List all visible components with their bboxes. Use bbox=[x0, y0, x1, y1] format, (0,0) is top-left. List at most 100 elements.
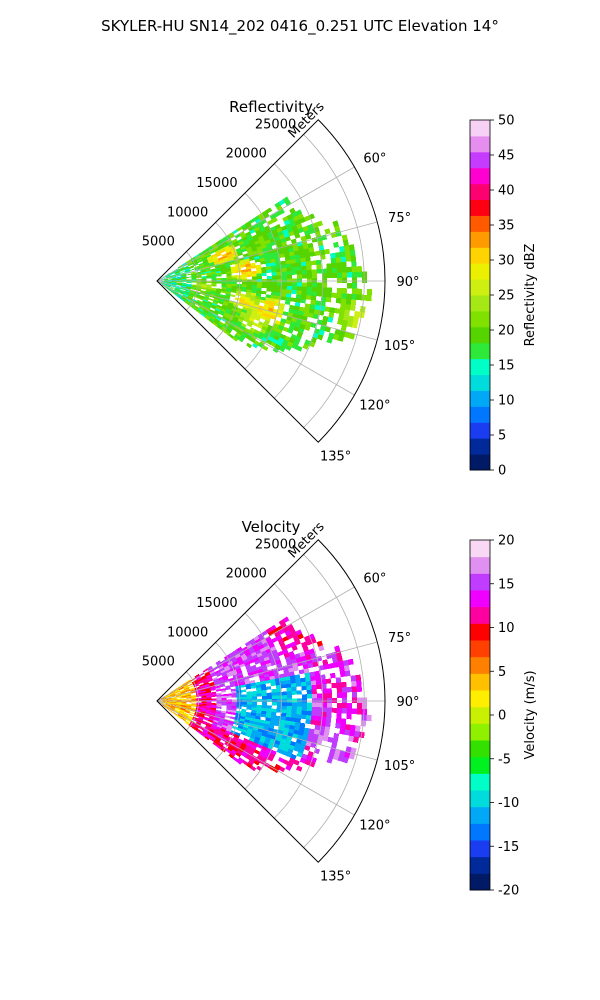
echo-cell bbox=[190, 301, 196, 306]
echo-cell bbox=[265, 316, 271, 322]
echo-cell bbox=[188, 724, 194, 729]
echo-cell bbox=[291, 289, 297, 295]
colorbar-swatch bbox=[470, 573, 490, 591]
echo-cell bbox=[171, 703, 177, 706]
colorbar-swatch bbox=[470, 406, 490, 423]
echo-cell bbox=[188, 295, 194, 299]
echo-cell bbox=[211, 273, 217, 276]
echo-cell bbox=[226, 701, 232, 704]
echo-cell bbox=[333, 241, 339, 248]
echo-cell bbox=[165, 705, 171, 708]
echo-cell bbox=[341, 319, 349, 327]
echo-cell bbox=[255, 293, 262, 297]
echo-cell bbox=[210, 270, 216, 273]
echo-cell bbox=[191, 275, 197, 278]
echo-cell bbox=[232, 318, 238, 323]
echo-cell bbox=[245, 711, 252, 716]
echo-cell bbox=[185, 709, 191, 712]
echo-cell bbox=[170, 707, 175, 710]
echo-cell bbox=[261, 282, 267, 286]
echo-cell bbox=[348, 244, 355, 251]
echo-cell bbox=[222, 255, 228, 259]
echo-cell bbox=[223, 314, 229, 319]
echo-cell bbox=[337, 277, 343, 283]
echo-cell bbox=[280, 260, 286, 265]
echo-cell bbox=[256, 270, 262, 274]
echo-cell bbox=[181, 277, 187, 279]
echo-cell bbox=[279, 677, 286, 682]
echo-cell bbox=[356, 685, 362, 692]
echo-cell bbox=[286, 691, 292, 696]
echo-cell bbox=[186, 281, 192, 283]
colorbar-tick-label: 45 bbox=[498, 149, 515, 164]
echo-cell bbox=[232, 253, 239, 258]
echo-cell bbox=[327, 736, 334, 743]
echo-cell bbox=[362, 697, 368, 704]
echo-cell bbox=[266, 269, 272, 273]
azimuth-tick-label: 75° bbox=[388, 631, 411, 646]
echo-cell bbox=[227, 304, 233, 309]
echo-cell bbox=[256, 687, 262, 691]
echo-cell bbox=[239, 262, 246, 266]
echo-cell bbox=[237, 318, 244, 323]
echo-cell bbox=[197, 728, 203, 734]
echo-cell bbox=[223, 665, 230, 670]
echo-cell bbox=[175, 286, 181, 289]
echo-cell bbox=[242, 306, 248, 311]
colorbar-swatch bbox=[470, 390, 490, 407]
echo-cell bbox=[284, 672, 290, 678]
echo-cell bbox=[198, 297, 204, 301]
echo-cell bbox=[201, 694, 207, 697]
echo-cell bbox=[175, 691, 180, 694]
echo-cell bbox=[161, 701, 167, 703]
echo-cell bbox=[176, 703, 182, 705]
echo-cell bbox=[351, 271, 358, 278]
echo-cell bbox=[236, 288, 242, 292]
echo-cell bbox=[283, 727, 290, 733]
echo-cell bbox=[285, 296, 291, 302]
echo-cell bbox=[278, 726, 285, 732]
echo-cell bbox=[219, 730, 225, 735]
echo-cell bbox=[236, 249, 243, 254]
echo-cell bbox=[187, 261, 192, 265]
echo-cell bbox=[361, 714, 367, 721]
echo-cell bbox=[207, 665, 213, 670]
echo-cell bbox=[171, 283, 177, 285]
echo-cell bbox=[231, 708, 237, 711]
echo-cell bbox=[183, 293, 189, 297]
echo-cell bbox=[341, 261, 347, 268]
echo-cell bbox=[342, 697, 348, 703]
echo-cell bbox=[276, 282, 282, 286]
echo-cell bbox=[253, 657, 260, 663]
echo-cell bbox=[174, 289, 180, 292]
echo-cell bbox=[176, 695, 182, 698]
echo-cell bbox=[251, 247, 258, 252]
echo-cell bbox=[193, 714, 200, 718]
echo-cell bbox=[203, 296, 209, 300]
colorbar-tick-label: 10 bbox=[498, 394, 515, 409]
echo-cell bbox=[331, 682, 337, 689]
echo-cell bbox=[245, 651, 251, 657]
echo-cell bbox=[236, 740, 243, 746]
echo-cell bbox=[227, 316, 234, 321]
echo-cell bbox=[300, 677, 306, 683]
echo-cell bbox=[271, 268, 277, 273]
range-tick-label: 20000 bbox=[226, 567, 267, 582]
echo-cell bbox=[181, 274, 187, 277]
echo-cell bbox=[182, 263, 188, 267]
echo-cell bbox=[187, 717, 193, 721]
echo-cell bbox=[262, 653, 269, 659]
echo-cell bbox=[332, 753, 340, 761]
echo-cell bbox=[280, 684, 287, 689]
echo-cell bbox=[289, 740, 296, 747]
echo-cell bbox=[256, 704, 262, 708]
echo-cell bbox=[187, 262, 193, 266]
echo-cell bbox=[250, 641, 257, 647]
colorbar-swatch bbox=[470, 183, 490, 201]
echo-cell bbox=[235, 712, 241, 717]
echo-cell bbox=[296, 290, 302, 295]
echo-cell bbox=[354, 725, 361, 732]
echo-cell bbox=[251, 273, 257, 277]
echo-cell bbox=[282, 746, 289, 753]
echo-cell bbox=[172, 712, 178, 716]
